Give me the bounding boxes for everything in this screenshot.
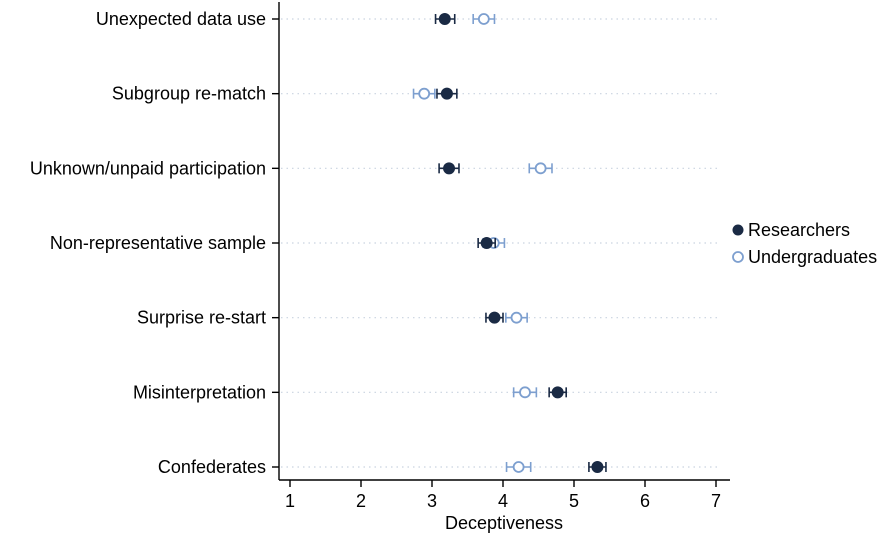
legend-item: Researchers: [732, 220, 850, 240]
undergraduates-point: [505, 311, 528, 324]
category-label: Unexpected data use: [96, 9, 266, 29]
marker: [440, 87, 453, 100]
category-label: Misinterpretation: [133, 382, 266, 402]
marker: [591, 461, 604, 473]
marker: [480, 237, 493, 249]
series-marks: [412, 13, 607, 473]
axes: [272, 2, 730, 487]
marker: [443, 162, 456, 175]
researchers-point: [485, 311, 504, 324]
x-tick-label: 6: [640, 491, 650, 511]
x-tick-label: 2: [356, 491, 366, 511]
undergraduates-point: [512, 386, 538, 399]
x-tick-labels: 1 2 3 4 5 6 7: [285, 491, 721, 511]
gridlines: [281, 18, 718, 468]
category-labels: Unexpected data use Subgroup re-match Unkn…: [30, 9, 266, 477]
researchers-point: [548, 386, 567, 399]
x-tick-label: 3: [427, 491, 437, 511]
category-label: Surprise re-start: [137, 308, 266, 328]
marker: [534, 162, 547, 175]
legend-item: Undergraduates: [732, 247, 877, 267]
researchers-point: [436, 87, 458, 100]
marker: [519, 386, 531, 399]
x-tick-label: 4: [498, 491, 508, 511]
researchers-point: [588, 461, 607, 473]
marker: [418, 87, 431, 100]
undergraduates-point: [412, 87, 436, 100]
marker: [488, 311, 501, 324]
legend-label: Researchers: [748, 220, 850, 240]
marker: [477, 13, 490, 25]
researchers-point: [434, 13, 456, 25]
category-label: Confederates: [158, 457, 266, 477]
researchers-point: [477, 237, 496, 249]
legend-marker: [732, 224, 744, 236]
legend-label: Undergraduates: [748, 247, 877, 267]
x-axis-title: Deceptiveness: [445, 513, 563, 533]
category-label: Non-representative sample: [50, 233, 266, 253]
researchers-point: [438, 162, 460, 175]
category-label: Subgroup re-match: [112, 84, 266, 104]
legend: Researchers Undergraduates: [732, 220, 877, 267]
undergraduates-point: [505, 461, 532, 473]
x-tick-label: 1: [285, 491, 295, 511]
category-label: Unknown/unpaid participation: [30, 158, 266, 178]
undergraduates-point: [472, 13, 496, 25]
marker: [438, 13, 451, 25]
marker: [512, 461, 525, 473]
marker: [551, 386, 564, 399]
undergraduates-point: [528, 162, 553, 175]
marker: [510, 311, 523, 324]
x-tick-label: 5: [569, 491, 579, 511]
legend-marker: [732, 251, 744, 263]
x-tick-label: 7: [711, 491, 721, 511]
